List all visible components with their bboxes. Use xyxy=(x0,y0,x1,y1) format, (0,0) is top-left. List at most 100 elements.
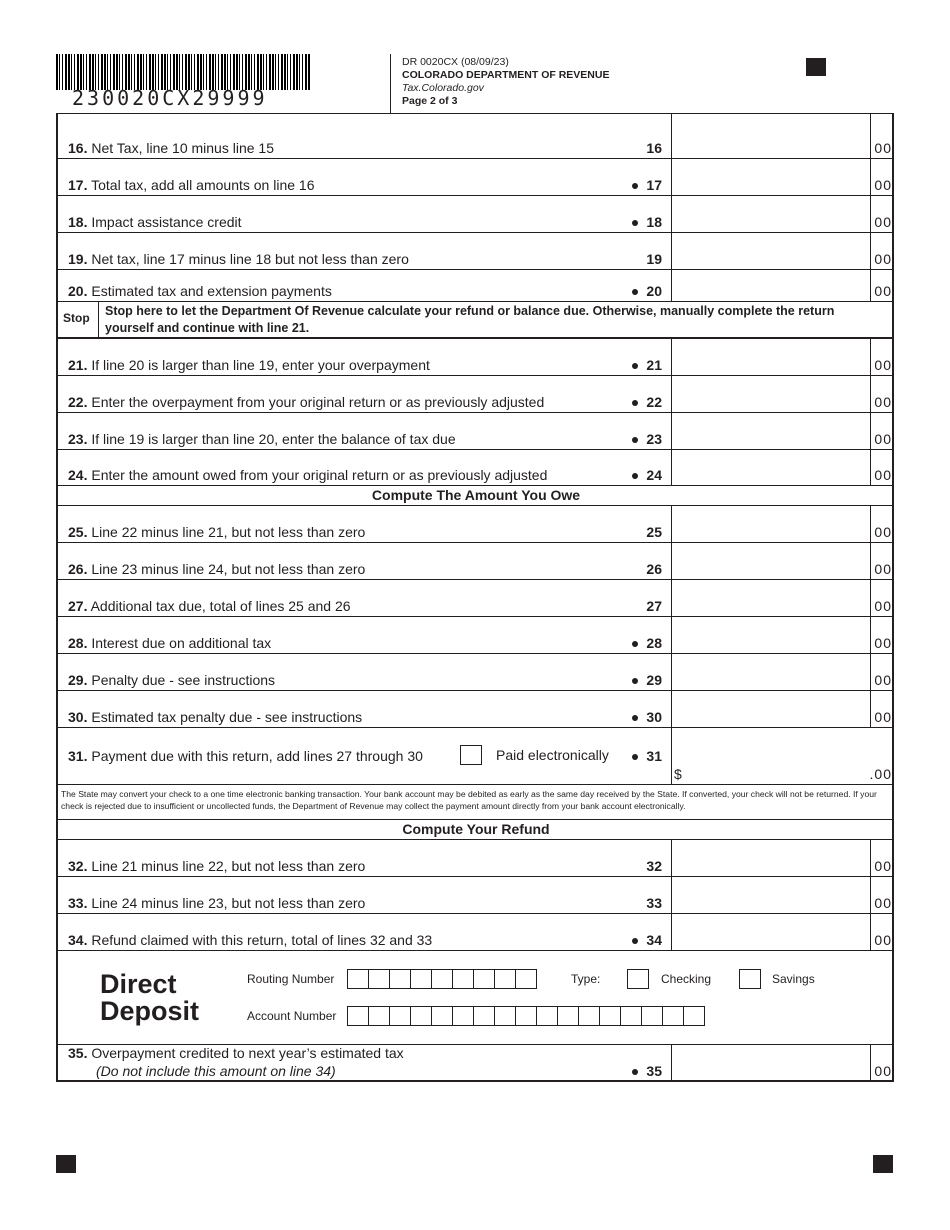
line-19-row: 19. Net tax, line 17 minus line 18 but n… xyxy=(58,233,894,270)
amount-field[interactable]: $ .00 xyxy=(671,728,894,784)
website: Tax.Colorado.gov xyxy=(402,82,484,94)
line-ref: 25 xyxy=(646,524,662,540)
line-number: 28. xyxy=(68,635,88,651)
registration-mark xyxy=(56,1155,76,1173)
line-number: 24. xyxy=(68,467,88,483)
routing-digit-box[interactable] xyxy=(494,969,516,989)
amount-field[interactable] xyxy=(671,376,871,412)
account-digit-box[interactable] xyxy=(683,1006,705,1026)
cents: 00 xyxy=(874,561,892,577)
account-digit-box[interactable] xyxy=(473,1006,495,1026)
account-digit-box[interactable] xyxy=(347,1006,369,1026)
account-digit-box[interactable] xyxy=(368,1006,390,1026)
line-20-row: 20. Estimated tax and extension payments… xyxy=(58,270,894,302)
routing-digit-box[interactable] xyxy=(368,969,390,989)
line-ref-number: 16 xyxy=(646,140,662,156)
line-text: Line 21 minus line 22, but not less than… xyxy=(91,858,366,874)
amount-field[interactable] xyxy=(671,617,871,653)
amount-field[interactable] xyxy=(671,877,871,913)
amount-field[interactable] xyxy=(671,840,871,876)
amount-field[interactable] xyxy=(671,339,871,375)
line-number: 27. xyxy=(68,598,88,614)
line-ref-number: 18 xyxy=(646,214,662,230)
account-digit-box[interactable] xyxy=(452,1006,474,1026)
line-number: 17. xyxy=(68,177,88,193)
line-ref: 26 xyxy=(646,561,662,577)
line-text: Net tax, line 17 minus line 18 but not l… xyxy=(91,251,409,267)
routing-digit-box[interactable] xyxy=(410,969,432,989)
paid-electronically-label: Paid electronically xyxy=(496,747,609,763)
cents: 00 xyxy=(874,598,892,614)
routing-digit-box[interactable] xyxy=(389,969,411,989)
account-digit-box[interactable] xyxy=(431,1006,453,1026)
routing-digit-box[interactable] xyxy=(347,969,369,989)
savings-checkbox[interactable] xyxy=(739,969,761,989)
line-ref-number: 28 xyxy=(646,635,662,651)
line-text: Interest due on additional tax xyxy=(91,635,272,651)
routing-digit-box[interactable] xyxy=(473,969,495,989)
line-text: If line 19 is larger than line 20, enter… xyxy=(91,431,456,447)
account-digit-box[interactable] xyxy=(410,1006,432,1026)
amount-field[interactable] xyxy=(671,159,871,195)
account-digit-box[interactable] xyxy=(557,1006,579,1026)
bullet-icon xyxy=(632,437,639,444)
routing-digit-box[interactable] xyxy=(431,969,453,989)
amount-field[interactable] xyxy=(671,691,871,727)
account-digit-box[interactable] xyxy=(599,1006,621,1026)
line-text: Overpayment credited to next year’s esti… xyxy=(91,1045,404,1061)
routing-digit-box[interactable] xyxy=(515,969,537,989)
account-digit-box[interactable] xyxy=(620,1006,642,1026)
amount-field[interactable] xyxy=(671,1045,871,1081)
amount-field[interactable] xyxy=(671,196,871,232)
amount-field[interactable] xyxy=(671,543,871,579)
line-ref-number: 29 xyxy=(646,672,662,688)
amount-field[interactable] xyxy=(671,450,871,485)
account-digit-box[interactable] xyxy=(494,1006,516,1026)
line-label: 22. Enter the overpayment from your orig… xyxy=(68,394,544,410)
account-digit-box[interactable] xyxy=(641,1006,663,1026)
routing-digit-box[interactable] xyxy=(452,969,474,989)
account-digit-box[interactable] xyxy=(389,1006,411,1026)
line-number: 29. xyxy=(68,672,88,688)
line-label: 32. Line 21 minus line 22, but not less … xyxy=(68,858,365,874)
routing-number-field[interactable] xyxy=(347,969,537,989)
paid-electronically-checkbox[interactable] xyxy=(460,745,482,765)
line-26-row: 26. Line 23 minus line 24, but not less … xyxy=(58,543,894,580)
line-number: 21. xyxy=(68,357,88,373)
amount-field[interactable] xyxy=(671,914,871,950)
cents: 00 xyxy=(874,672,892,688)
line-ref: 20 xyxy=(632,283,662,299)
account-digit-box[interactable] xyxy=(515,1006,537,1026)
compute-owe-heading: Compute The Amount You Owe xyxy=(58,486,894,506)
line-label: 28. Interest due on additional tax xyxy=(68,635,271,651)
amount-field[interactable] xyxy=(671,506,871,542)
line-number: 26. xyxy=(68,561,88,577)
account-digit-box[interactable] xyxy=(578,1006,600,1026)
amount-field[interactable] xyxy=(671,580,871,616)
account-number-field[interactable] xyxy=(347,1006,705,1026)
account-digit-box[interactable] xyxy=(662,1006,684,1026)
line-16-row: 16. Net Tax, line 10 minus line 15 16 00 xyxy=(58,114,894,159)
line-number: 22. xyxy=(68,394,88,410)
line-text: Refund claimed with this return, total o… xyxy=(91,932,433,948)
line-ref: 27 xyxy=(646,598,662,614)
line-28-row: 28. Interest due on additional tax 28 00 xyxy=(58,617,894,654)
amount-field[interactable] xyxy=(671,114,871,158)
amount-field[interactable] xyxy=(671,413,871,449)
line-text: Estimated tax penalty due - see instruct… xyxy=(91,709,363,725)
line-24-row: 24. Enter the amount owed from your orig… xyxy=(58,450,894,486)
line-ref-number: 19 xyxy=(646,251,662,267)
amount-field[interactable] xyxy=(671,233,871,269)
checking-checkbox[interactable] xyxy=(627,969,649,989)
account-digit-box[interactable] xyxy=(536,1006,558,1026)
line-text: Line 24 minus line 23, but not less than… xyxy=(91,895,366,911)
line-ref-number: 31 xyxy=(646,748,662,764)
cents: 00 xyxy=(874,1063,892,1079)
line-label: 20. Estimated tax and extension payments xyxy=(68,283,332,299)
amount-field[interactable] xyxy=(671,270,871,301)
cents: 00 xyxy=(874,932,892,948)
line-label: 25. Line 22 minus line 21, but not less … xyxy=(68,524,365,540)
line-label: 17. Total tax, add all amounts on line 1… xyxy=(68,177,314,193)
line-number: 23. xyxy=(68,431,88,447)
amount-field[interactable] xyxy=(671,654,871,690)
